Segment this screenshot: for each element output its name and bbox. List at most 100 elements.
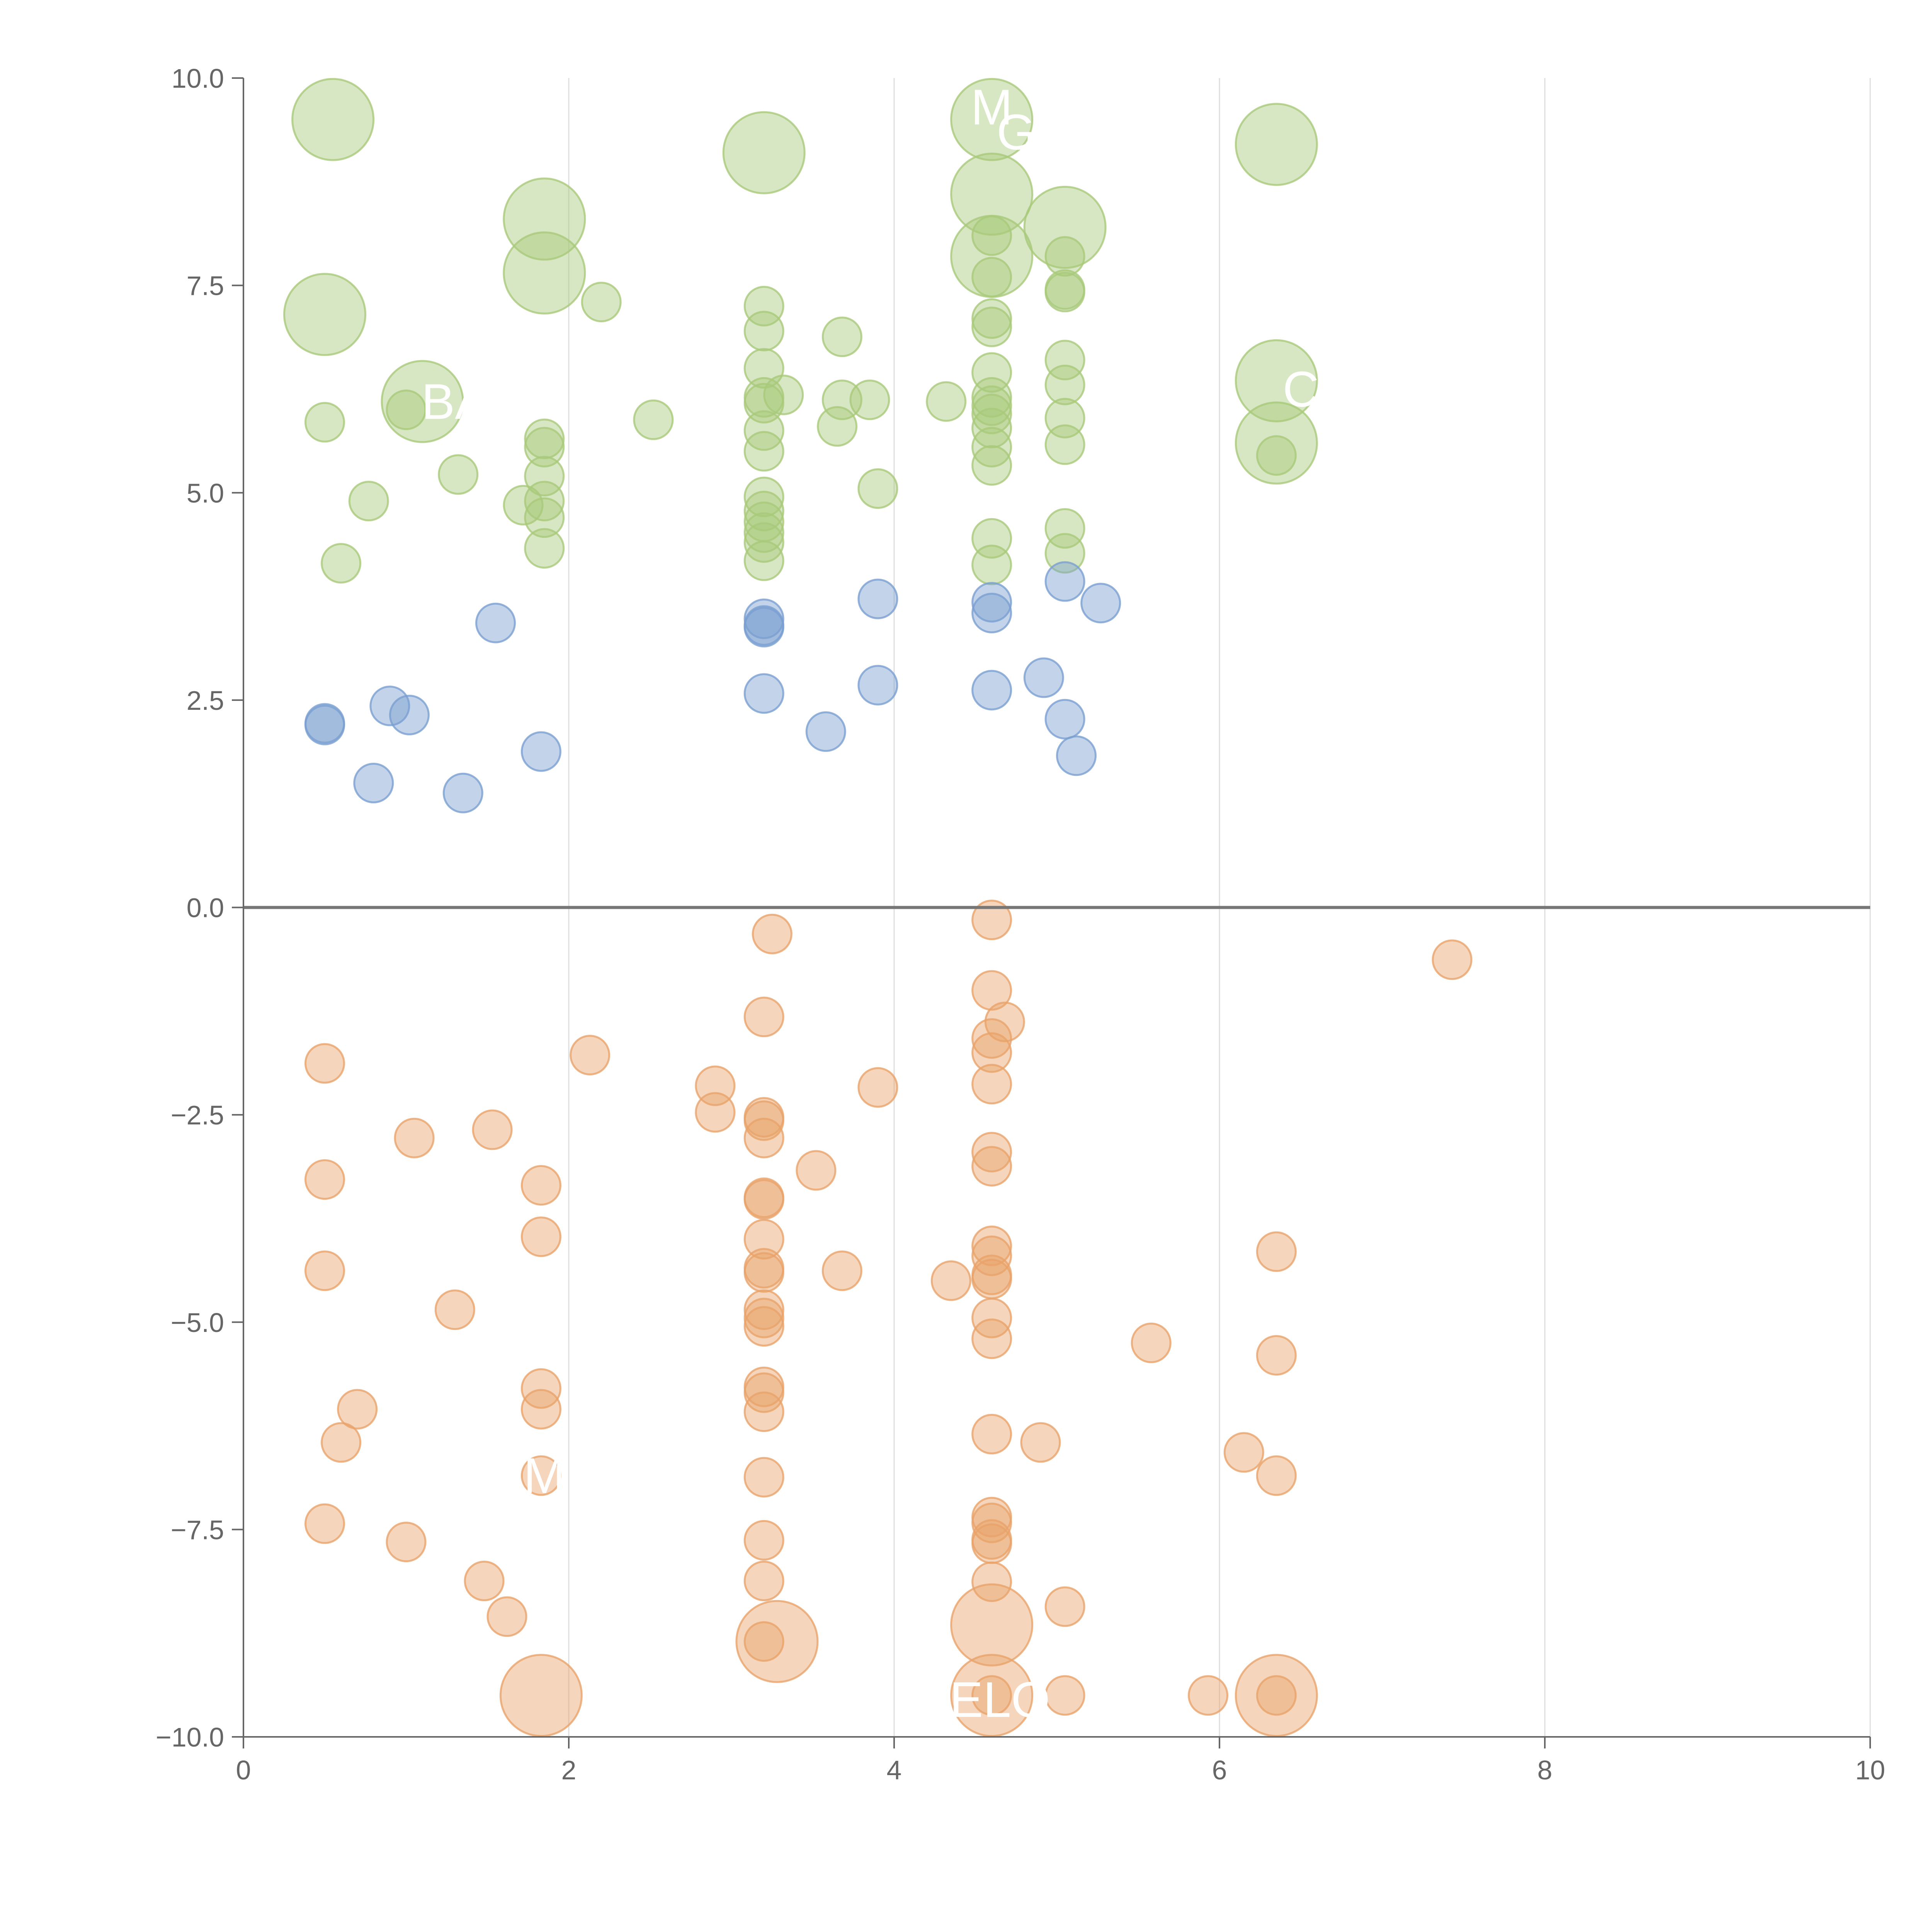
blue-bubble bbox=[369, 685, 410, 726]
y-tick-label: −7.5 bbox=[171, 1515, 224, 1545]
y-tick-label: 7.5 bbox=[187, 271, 224, 301]
orange-bubble bbox=[394, 1117, 435, 1158]
bubble-annotation-label: G bbox=[997, 104, 1036, 160]
blue-bubble bbox=[971, 670, 1012, 711]
blue-bubble bbox=[389, 695, 430, 735]
orange-bubble bbox=[1020, 1422, 1061, 1463]
green-bubble bbox=[743, 540, 784, 581]
green-bubble bbox=[1023, 185, 1107, 269]
green-bubble bbox=[291, 78, 375, 161]
orange-bubble bbox=[984, 1002, 1025, 1043]
x-tick-label: 4 bbox=[887, 1755, 902, 1785]
bubble-annotation-label: M bbox=[524, 1447, 565, 1504]
green-bubble bbox=[1256, 435, 1297, 476]
orange-bubble bbox=[971, 970, 1012, 1011]
green-bubble bbox=[1044, 424, 1085, 465]
orange-bubble bbox=[386, 1522, 427, 1563]
green-bubble bbox=[743, 311, 784, 352]
green-bubble bbox=[743, 522, 784, 563]
orange-bubble bbox=[971, 1018, 1012, 1059]
green-bubble bbox=[971, 445, 1012, 486]
orange-bubble bbox=[743, 1100, 784, 1141]
green-bubble bbox=[524, 427, 565, 468]
orange-bubble bbox=[520, 1216, 561, 1257]
orange-bubble bbox=[304, 1503, 345, 1544]
blue-bubble bbox=[1044, 561, 1085, 602]
blue-bubble bbox=[1056, 735, 1097, 776]
orange-bubble bbox=[520, 1368, 561, 1409]
orange-bubble bbox=[971, 1032, 1012, 1073]
green-bubble bbox=[503, 177, 586, 261]
orange-bubble bbox=[304, 1043, 345, 1084]
orange-bubble bbox=[950, 1583, 1034, 1667]
orange-bubble bbox=[1432, 939, 1473, 980]
orange-bubble bbox=[520, 1455, 561, 1496]
orange-bubble bbox=[752, 913, 793, 954]
blue-bubble bbox=[1023, 657, 1064, 698]
orange-bubble bbox=[321, 1422, 362, 1463]
green-bubble bbox=[524, 528, 565, 569]
orange-bubble bbox=[520, 1165, 561, 1206]
green-bubble bbox=[821, 379, 862, 420]
green-bubble bbox=[503, 231, 586, 315]
orange-bubble bbox=[1256, 1335, 1297, 1376]
orange-bubble bbox=[971, 1561, 1012, 1602]
green-bubble bbox=[1235, 401, 1318, 485]
green-bubble bbox=[971, 257, 1012, 298]
green-bubble bbox=[971, 427, 1012, 468]
orange-bubble bbox=[971, 1225, 1012, 1266]
blue-bubble bbox=[442, 772, 483, 813]
orange-bubble bbox=[472, 1109, 513, 1150]
blue-bubble bbox=[475, 602, 516, 643]
green-bubble bbox=[971, 393, 1012, 434]
blue-bubble bbox=[743, 607, 784, 648]
orange-bubble bbox=[743, 1289, 784, 1330]
green-bubble bbox=[971, 298, 1012, 339]
orange-bubble bbox=[743, 1117, 784, 1158]
orange-bubble bbox=[337, 1389, 378, 1430]
orange-bubble bbox=[743, 1561, 784, 1601]
orange-bubble bbox=[971, 1675, 1012, 1716]
green-bubble bbox=[321, 543, 362, 584]
orange-bubble bbox=[821, 1250, 862, 1291]
green-bubble bbox=[304, 402, 345, 443]
x-tick-label: 0 bbox=[236, 1755, 251, 1785]
orange-bubble bbox=[1256, 1455, 1297, 1496]
blue-bubble bbox=[971, 582, 1012, 623]
bubble-annotation-label: BA bbox=[422, 373, 489, 430]
orange-bubble bbox=[743, 1179, 784, 1220]
orange-bubble bbox=[1256, 1231, 1297, 1272]
green-bubble bbox=[950, 153, 1034, 236]
blue-bubble bbox=[805, 711, 846, 752]
green-bubble bbox=[1044, 236, 1085, 277]
green-bubble bbox=[971, 215, 1012, 256]
blue-bubble bbox=[304, 704, 345, 745]
orange-bubble bbox=[464, 1561, 505, 1601]
green-bubble bbox=[926, 381, 967, 422]
x-tick-label: 6 bbox=[1212, 1755, 1227, 1785]
orange-bubble bbox=[304, 1159, 345, 1200]
green-bubble bbox=[1235, 103, 1318, 186]
orange-bubble bbox=[743, 1219, 784, 1260]
x-tick-label: 2 bbox=[561, 1755, 577, 1785]
bubble-annotation-label: M bbox=[971, 79, 1012, 135]
orange-bubble bbox=[971, 1064, 1012, 1105]
green-bubble bbox=[971, 306, 1012, 347]
green-bubble bbox=[821, 316, 862, 357]
orange-bubble bbox=[1235, 1654, 1318, 1737]
green-bubble bbox=[722, 111, 806, 194]
orange-bubble bbox=[520, 1389, 561, 1430]
y-tick-label: −10.0 bbox=[156, 1722, 224, 1752]
y-tick-label: 0.0 bbox=[187, 893, 224, 923]
green-bubble bbox=[348, 481, 389, 522]
green-bubble bbox=[857, 468, 898, 509]
green-bubble bbox=[283, 273, 366, 356]
green-bubble bbox=[386, 389, 427, 430]
blue-bubble bbox=[353, 763, 394, 803]
green-bubble bbox=[743, 476, 784, 517]
orange-bubble bbox=[743, 1298, 784, 1338]
orange-bubble bbox=[857, 1067, 898, 1108]
green-bubble bbox=[524, 497, 565, 538]
